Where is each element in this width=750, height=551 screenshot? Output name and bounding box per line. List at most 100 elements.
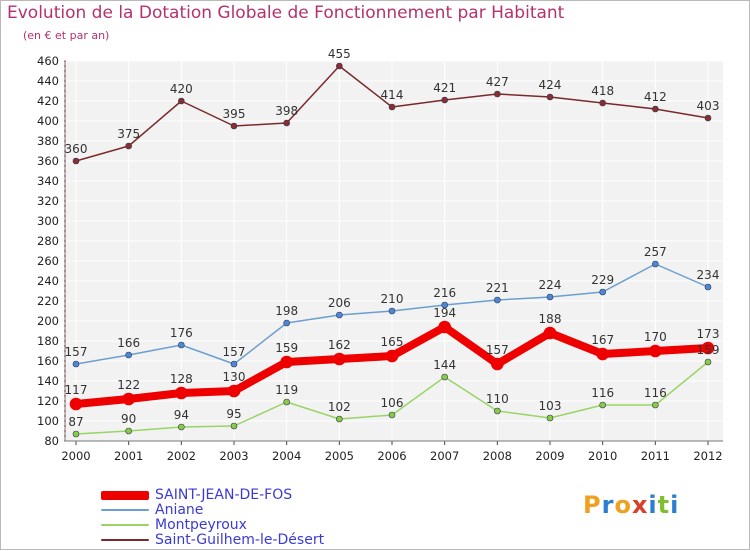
data-label: 159 (697, 343, 720, 357)
data-label: 157 (486, 343, 509, 357)
data-point (336, 62, 343, 70)
y-tick-label: 100 (37, 414, 59, 428)
y-tick-label: 200 (37, 314, 59, 328)
data-label: 176 (170, 326, 193, 340)
y-tick-label: 460 (37, 54, 59, 68)
data-point (701, 341, 715, 355)
y-tick-label: 120 (37, 394, 59, 408)
data-label: 173 (697, 327, 720, 341)
data-label: 188 (539, 312, 562, 326)
x-tick-label: 2006 (377, 449, 406, 463)
y-tick-label: 80 (44, 434, 59, 448)
data-point (599, 99, 606, 107)
legend-item: SAINT-JEAN-DE-FOS (101, 487, 292, 503)
y-tick-label: 220 (37, 294, 59, 308)
logo-letter: P (583, 491, 602, 519)
y-tick-label: 360 (37, 154, 59, 168)
data-point (122, 392, 135, 406)
data-point (438, 320, 451, 334)
data-label: 110 (486, 392, 509, 406)
x-tick-label: 2003 (219, 449, 248, 463)
chart-title: Evolution de la Dotation Globale de Fonc… (7, 3, 565, 23)
data-label: 165 (381, 335, 404, 349)
data-label: 128 (170, 372, 193, 386)
data-point (388, 411, 396, 419)
x-tick-label: 2011 (641, 449, 670, 463)
data-label: 162 (328, 338, 351, 352)
data-label: 398 (275, 104, 298, 118)
data-label: 144 (433, 358, 456, 372)
x-tick-label: 2005 (325, 449, 354, 463)
data-point (125, 142, 132, 150)
data-label: 198 (275, 304, 298, 318)
logo-letter: r (601, 491, 615, 519)
data-point (72, 157, 80, 165)
data-point (125, 351, 132, 359)
chart-subtitle: (en € et par an) (23, 29, 110, 42)
data-point (491, 357, 504, 371)
data-label: 455 (328, 47, 351, 61)
data-label: 418 (591, 84, 614, 98)
data-label: 257 (644, 245, 667, 259)
proxiti-logo: Proxiti (583, 491, 679, 519)
data-label: 360 (65, 142, 88, 156)
x-tick-label: 2002 (167, 449, 196, 463)
data-label: 414 (381, 88, 404, 102)
y-tick-label: 240 (37, 274, 59, 288)
data-label: 216 (433, 286, 456, 300)
data-label: 420 (170, 82, 193, 96)
data-label: 427 (486, 75, 509, 89)
y-tick-label: 420 (37, 94, 59, 108)
legend-label: Aniane (155, 502, 204, 518)
y-tick-label: 380 (37, 134, 59, 148)
data-point (230, 122, 238, 130)
data-label: 170 (644, 330, 667, 344)
data-point (652, 105, 659, 113)
data-label: 157 (65, 345, 88, 359)
x-tick-label: 2009 (535, 449, 564, 463)
data-label: 234 (697, 268, 720, 282)
data-point (441, 373, 448, 381)
data-point (388, 307, 396, 315)
data-label: 106 (381, 396, 404, 410)
data-label: 206 (328, 296, 351, 310)
data-point (649, 344, 662, 358)
data-label: 395 (223, 107, 246, 121)
data-point (385, 349, 399, 363)
data-point (72, 430, 80, 438)
data-label: 421 (433, 81, 456, 95)
y-tick-label: 260 (37, 254, 59, 268)
data-point (283, 319, 290, 327)
data-point (72, 360, 80, 368)
legend-swatch (101, 509, 149, 511)
logo-letter: t (657, 491, 671, 519)
data-label: 224 (539, 278, 562, 292)
data-point (336, 311, 343, 319)
data-point (283, 119, 290, 127)
legend-item: Montpeyroux (101, 517, 247, 533)
x-tick-label: 2001 (114, 449, 143, 463)
data-label: 94 (174, 408, 189, 422)
y-tick-label: 440 (37, 74, 59, 88)
plot-area (65, 61, 723, 441)
data-point (178, 97, 185, 105)
logo-letter: i (648, 491, 658, 519)
data-point (178, 341, 185, 349)
data-point (494, 407, 501, 415)
data-label: 157 (223, 345, 246, 359)
data-label: 87 (68, 415, 83, 429)
y-tick-label: 340 (37, 174, 59, 188)
data-label: 229 (591, 273, 614, 287)
data-point (599, 401, 606, 409)
data-label: 117 (65, 383, 88, 397)
data-point (333, 352, 346, 366)
legend-item: Saint-Guilhem-le-Désert (101, 532, 324, 548)
data-point (69, 397, 83, 411)
data-point (494, 296, 501, 304)
data-label: 194 (433, 306, 456, 320)
data-label: 221 (486, 281, 509, 295)
data-point (175, 386, 188, 400)
x-tick-label: 2004 (272, 449, 301, 463)
data-label: 122 (117, 378, 140, 392)
